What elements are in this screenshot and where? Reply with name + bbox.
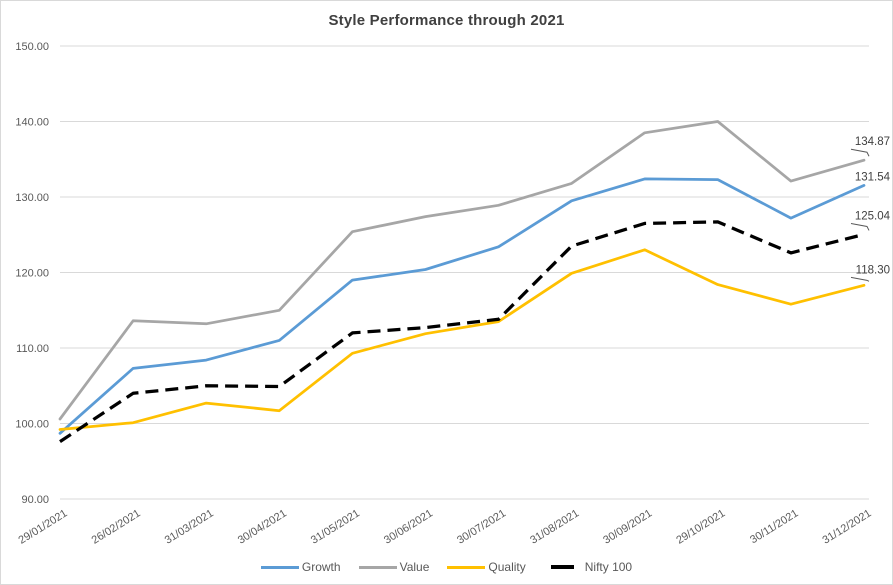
x-axis-tick-label: 31/08/2021 bbox=[528, 507, 581, 546]
chart-title: Style Performance through 2021 bbox=[328, 12, 565, 29]
data-label-value: 134.87 bbox=[855, 136, 890, 148]
x-axis-tick-label: 31/03/2021 bbox=[163, 507, 216, 546]
series-line-growth bbox=[58, 177, 866, 435]
data-label-leader-value bbox=[850, 148, 870, 157]
series-line-nifty-100 bbox=[59, 220, 865, 443]
x-axis-tick-label: 26/02/2021 bbox=[90, 507, 143, 546]
y-axis-tick-label: 130.00 bbox=[15, 192, 49, 204]
series-line-value bbox=[58, 120, 866, 421]
series-line-quality bbox=[58, 248, 866, 431]
y-axis-tick-label: 110.00 bbox=[16, 343, 49, 355]
y-axis-tick-label: 150.00 bbox=[15, 41, 49, 53]
data-label-growth: 131.54 bbox=[855, 171, 891, 183]
legend-item-nifty-100[interactable]: Nifty 100 bbox=[544, 560, 632, 574]
legend-item-value[interactable]: Value bbox=[358, 560, 430, 574]
x-axis-tick-label: 30/09/2021 bbox=[601, 507, 654, 546]
chart-legend: Growth Value Quality Nifty 100 bbox=[1, 556, 892, 578]
data-label-leader-quality bbox=[850, 276, 870, 282]
x-axis-tick-label: 30/04/2021 bbox=[236, 507, 289, 546]
legend-item-quality[interactable]: Quality bbox=[447, 560, 526, 574]
legend-label-value: Value bbox=[399, 560, 430, 574]
data-label-leader-nifty-100 bbox=[850, 222, 870, 231]
legend-line-icon-nifty-100 bbox=[544, 565, 582, 569]
legend-line-icon-growth bbox=[260, 565, 299, 569]
legend-label-growth: Growth bbox=[301, 560, 341, 574]
legend-label-nifty-100: Nifty 100 bbox=[584, 560, 633, 574]
y-axis-tick-label: 90.00 bbox=[21, 494, 49, 506]
legend-line-icon-quality bbox=[447, 565, 486, 569]
x-axis-tick-label: 30/07/2021 bbox=[455, 507, 508, 546]
x-axis-tick-label: 29/10/2021 bbox=[674, 507, 727, 546]
x-axis-tick-label: 30/11/2021 bbox=[748, 507, 800, 546]
y-axis-tick-label: 120.00 bbox=[15, 268, 49, 280]
legend-line-icon-value bbox=[358, 565, 397, 569]
x-axis-tick-label: 31/12/2021 bbox=[821, 507, 874, 546]
x-axis-tick-label: 30/06/2021 bbox=[382, 507, 435, 546]
legend-label-quality: Quality bbox=[488, 560, 526, 574]
data-label-quality: 118.30 bbox=[856, 264, 890, 276]
data-label-nifty-100: 125.04 bbox=[855, 210, 891, 222]
y-axis-tick-label: 140.00 bbox=[15, 117, 49, 129]
x-axis-tick-label: 31/05/2021 bbox=[309, 507, 362, 546]
y-axis-tick-label: 100.00 bbox=[15, 419, 49, 431]
legend-item-growth[interactable]: Growth bbox=[260, 560, 341, 574]
x-axis-tick-label: 29/01/2021 bbox=[17, 507, 70, 546]
